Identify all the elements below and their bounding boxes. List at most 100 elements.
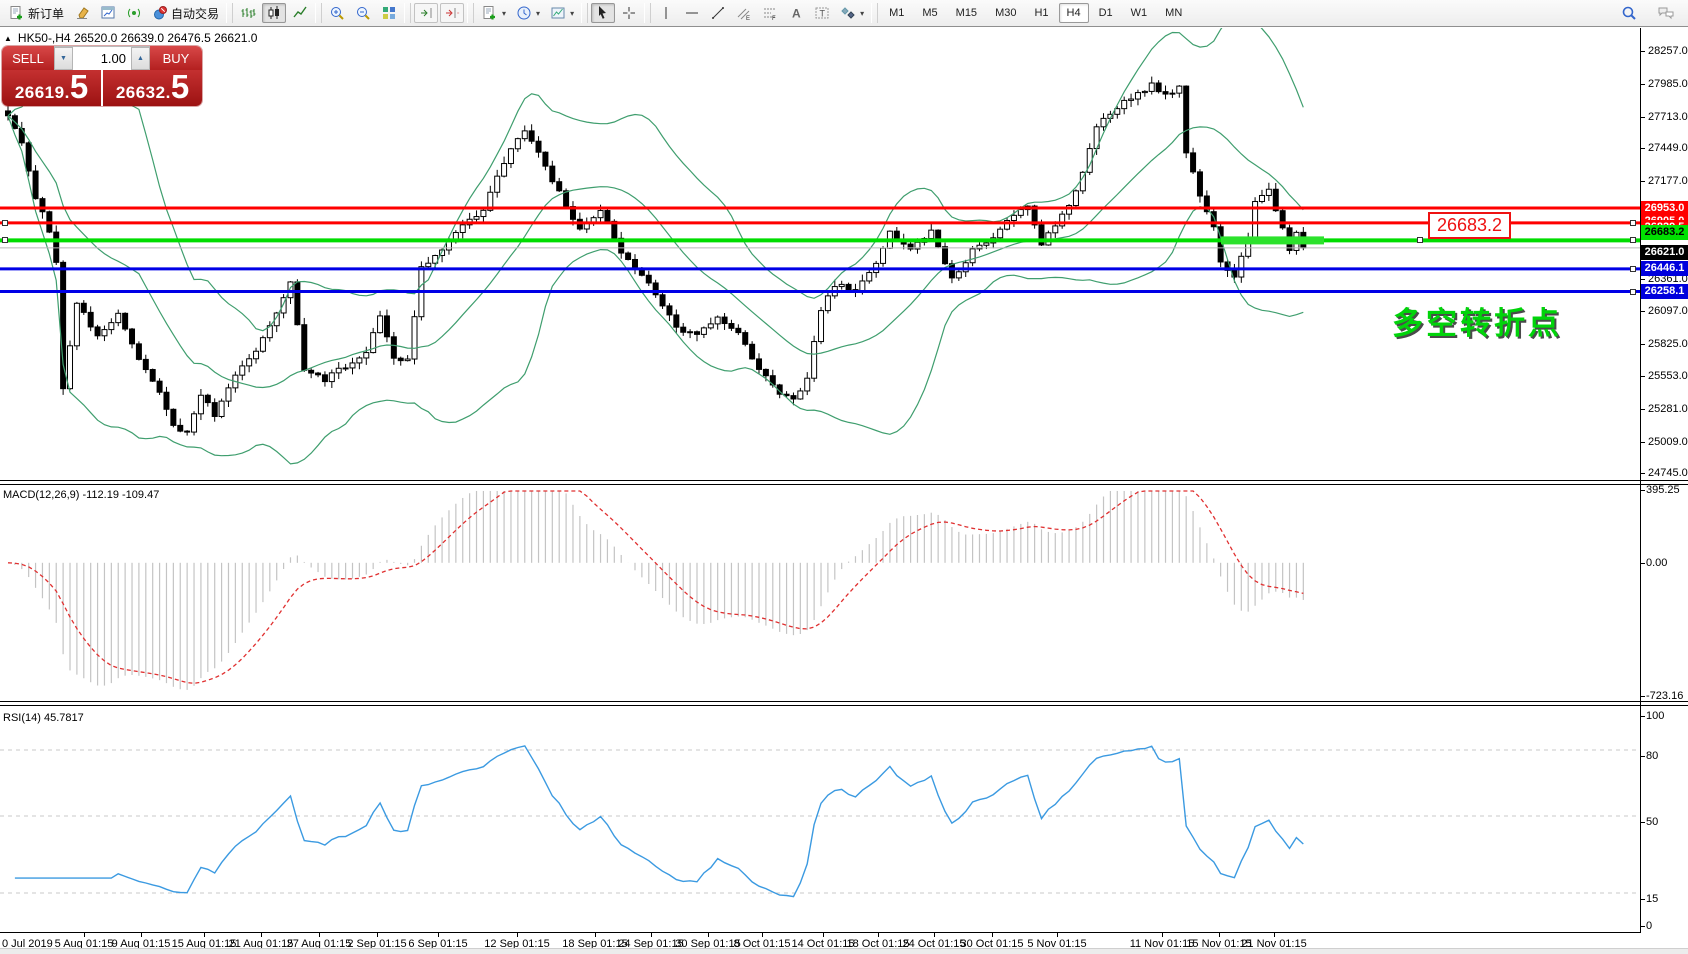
- date-label: 30 Sep 01:15: [675, 938, 741, 950]
- pane-separator[interactable]: [0, 701, 1688, 706]
- chat-icon[interactable]: [1653, 3, 1679, 23]
- candle: [521, 125, 528, 142]
- rsi-canvas[interactable]: [0, 706, 1640, 933]
- candlestick-chart-button[interactable]: [262, 3, 287, 23]
- date-tick: [823, 933, 824, 937]
- buy-price[interactable]: 26632. 5: [115, 68, 190, 105]
- timeframe-button-d1[interactable]: D1: [1098, 7, 1113, 19]
- sell-price[interactable]: 26619. 5: [14, 68, 89, 105]
- periods-dropdown[interactable]: ▾: [512, 3, 544, 23]
- axis-tick: [1640, 408, 1645, 410]
- line-handle[interactable]: [1630, 237, 1636, 244]
- search-icon[interactable]: [1617, 3, 1641, 23]
- callout-anchor-handle[interactable]: [1417, 237, 1423, 244]
- candle: [67, 340, 74, 391]
- candle: [694, 330, 700, 342]
- timeframe-button-m15[interactable]: M15: [955, 7, 978, 19]
- price-callout-label[interactable]: 26683.2: [1428, 212, 1512, 239]
- chevron-down-icon: ▾: [536, 8, 541, 18]
- candle: [1114, 106, 1121, 119]
- eraser-icon: [77, 7, 89, 19]
- autotrade-button[interactable]: 自动交易: [148, 3, 223, 23]
- clock-icon: [517, 6, 531, 20]
- linechart-icon: [293, 6, 307, 18]
- candle: [631, 254, 638, 275]
- candle: [1279, 206, 1286, 230]
- pane-separator[interactable]: [0, 480, 1688, 485]
- chevron-down-icon: ▾: [860, 8, 865, 18]
- candle: [942, 242, 949, 266]
- line-chart-button[interactable]: [288, 3, 312, 23]
- candle: [363, 346, 370, 365]
- candle: [197, 389, 204, 421]
- new-chart-dropdown[interactable]: ▾: [477, 3, 510, 23]
- sell-button[interactable]: SELL: [2, 46, 54, 70]
- broadcast-button[interactable]: [122, 3, 146, 23]
- chart-window[interactable]: ▲ HK50-,H4 26520.0 26639.0 26476.5 26621…: [0, 28, 1688, 954]
- price-tick-label: 26097.0: [1648, 304, 1688, 317]
- zoom-out-button[interactable]: [351, 3, 375, 23]
- line-handle[interactable]: [1630, 288, 1636, 295]
- vertical-line-button[interactable]: [654, 3, 678, 23]
- candle: [342, 363, 349, 372]
- candle: [87, 306, 94, 332]
- shapes-dropdown[interactable]: ▾: [836, 3, 868, 23]
- candle: [335, 362, 342, 380]
- candle: [25, 141, 32, 177]
- bar-chart-button[interactable]: [236, 3, 260, 23]
- candle: [184, 430, 191, 436]
- price-axis[interactable]: [1640, 28, 1688, 932]
- new-order-button[interactable]: 新订单: [4, 3, 68, 23]
- candle: [618, 231, 625, 259]
- cursor-button[interactable]: [591, 3, 616, 23]
- macd-canvas[interactable]: [0, 485, 1640, 701]
- line-handle[interactable]: [1630, 219, 1636, 226]
- timeframe-button-m5[interactable]: M5: [922, 7, 938, 19]
- crosshair-button[interactable]: [617, 3, 641, 23]
- candle: [907, 241, 914, 252]
- timeframe-button-mn[interactable]: MN: [1165, 7, 1183, 19]
- text-button[interactable]: A: [784, 3, 808, 23]
- candle: [1155, 80, 1162, 94]
- horizontal-line-button[interactable]: [680, 3, 704, 23]
- status-strip: [0, 948, 1688, 954]
- trendline-button[interactable]: [706, 3, 730, 23]
- tile-windows-button[interactable]: [377, 3, 401, 23]
- equidistant-channel-button[interactable]: E: [732, 3, 756, 23]
- line-handle[interactable]: [2, 237, 8, 244]
- eraser-button[interactable]: [70, 3, 94, 23]
- candle: [163, 386, 170, 417]
- timeframe-button-h1[interactable]: H1: [1034, 7, 1049, 19]
- macd-indicator-label: MACD(12,26,9) -112.19 -109.47: [3, 489, 160, 501]
- volume-decrease-button[interactable]: ▼: [54, 47, 73, 70]
- textA-icon: A: [792, 7, 801, 21]
- collapse-icon[interactable]: ▲: [4, 33, 12, 43]
- date-axis[interactable]: 0 Jul 2019 5 Aug 01:15 9 Aug 01:15 15 Aug 0…: [0, 932, 1688, 954]
- line-handle[interactable]: [2, 219, 8, 226]
- vline-icon: [665, 7, 667, 19]
- volume-input[interactable]: [73, 47, 131, 70]
- chart-shift-button[interactable]: [440, 3, 465, 23]
- auto-scroll-button[interactable]: [414, 3, 439, 23]
- buy-button[interactable]: BUY: [150, 46, 202, 70]
- fibonacci-button[interactable]: F: [758, 3, 782, 23]
- timeframe-button-h4[interactable]: H4: [1058, 3, 1089, 23]
- axis-tick: [1640, 696, 1645, 697]
- candle: [328, 369, 335, 388]
- timeframe-button-m30[interactable]: M30: [995, 7, 1017, 19]
- timeframe-button-w1[interactable]: W1: [1130, 7, 1148, 19]
- volume-increase-button[interactable]: ▲: [131, 47, 150, 70]
- main-chart-canvas[interactable]: [0, 28, 1640, 481]
- zoom-in-button[interactable]: [325, 3, 349, 23]
- horizontal-line-26683.2[interactable]: [0, 236, 1640, 245]
- text-label-button[interactable]: T: [810, 3, 834, 23]
- line-handle[interactable]: [1630, 265, 1636, 272]
- chart-annotation-text[interactable]: 多空转折点: [1392, 306, 1562, 341]
- chart-window-button[interactable]: [96, 3, 120, 23]
- timeframe-toolbar: M1 M5 M15 M30 H1 H4 D1 W1 MN: [880, 3, 1191, 23]
- textT-icon: T: [815, 7, 829, 19]
- candle: [1190, 147, 1197, 174]
- templates-dropdown[interactable]: ▾: [546, 3, 578, 23]
- candle: [542, 151, 549, 171]
- timeframe-button-m1[interactable]: M1: [889, 7, 905, 19]
